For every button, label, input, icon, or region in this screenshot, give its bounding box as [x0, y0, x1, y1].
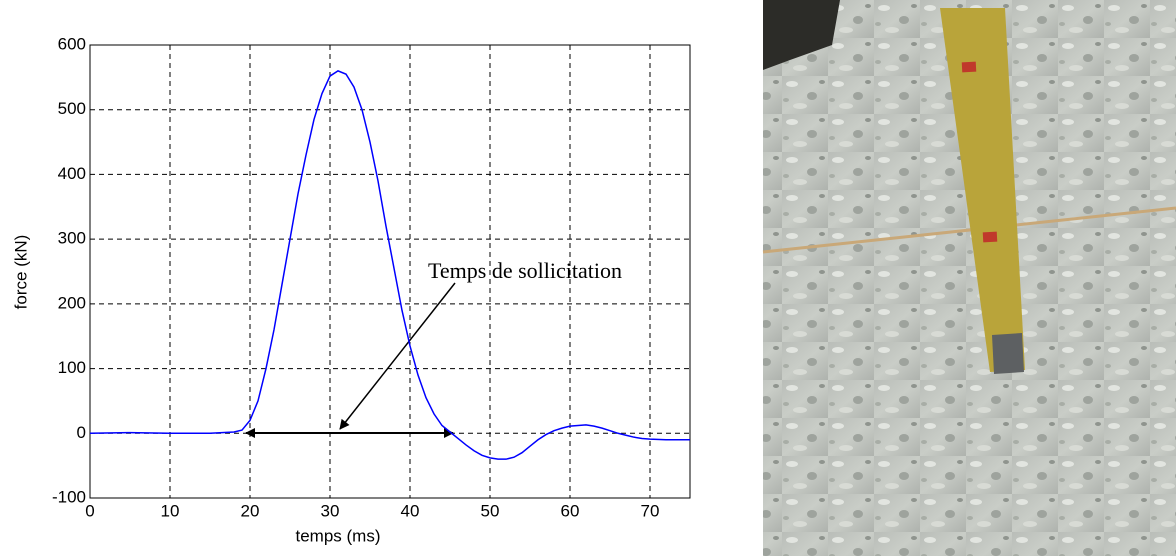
x-tick-label: 30: [321, 501, 340, 520]
x-tick-label: 40: [401, 501, 420, 520]
y-tick-label: 400: [58, 164, 86, 183]
x-tick-label: 0: [85, 501, 94, 520]
x-axis-label: temps (ms): [296, 526, 381, 545]
x-tick-label: 60: [561, 501, 580, 520]
x-tick-label: 20: [241, 501, 260, 520]
y-axis-label: force (kN): [11, 235, 30, 310]
x-tick-label: 50: [481, 501, 500, 520]
y-tick-label: 0: [77, 423, 86, 442]
series-line: [89, 70, 690, 460]
y-tick-label: 600: [58, 34, 86, 53]
x-tick-label: 10: [161, 501, 180, 520]
annotation: Temps de sollicitation: [428, 258, 622, 283]
y-tick-label: 300: [58, 229, 86, 248]
plot-frame: [89, 44, 691, 499]
y-tick-label: 100: [58, 358, 86, 377]
y-tick-label: -100: [52, 487, 86, 506]
x-tick-label: 70: [641, 501, 660, 520]
pointer-arrow: [339, 282, 456, 430]
y-tick-label: 500: [58, 99, 86, 118]
y-tick-label: 200: [58, 293, 86, 312]
photo: [762, 0, 1176, 556]
